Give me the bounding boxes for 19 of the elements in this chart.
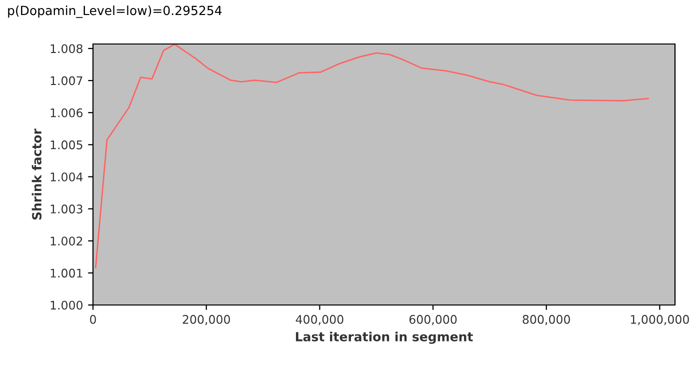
x-tick-label: 600,000	[409, 314, 457, 326]
y-axis-title: Shrink factor	[32, 128, 42, 220]
x-tick-label: 1,000,000	[630, 314, 689, 326]
x-tick-label: 800,000	[522, 314, 570, 326]
chart-title: p(Dopamin_Level=low)=0.295254	[8, 6, 222, 18]
y-tick-label: 1.001	[50, 268, 82, 278]
y-tick-label: 1.008	[50, 44, 82, 54]
y-tick-label: 1.005	[50, 140, 82, 150]
x-tick-label: 0	[90, 314, 96, 324]
x-tick-label: 400,000	[296, 314, 344, 326]
y-tick-label: 1.002	[50, 236, 82, 246]
y-tick-label: 1.007	[50, 76, 82, 86]
y-tick-label: 1.000	[50, 300, 82, 310]
x-tick-label: 200,000	[182, 314, 230, 326]
y-tick-label: 1.003	[50, 204, 82, 214]
x-axis-title: Last iteration in segment	[296, 332, 473, 344]
line-series	[94, 44, 649, 268]
y-tick-label: 1.004	[50, 172, 83, 182]
y-tick-label: 1.006	[50, 108, 83, 118]
